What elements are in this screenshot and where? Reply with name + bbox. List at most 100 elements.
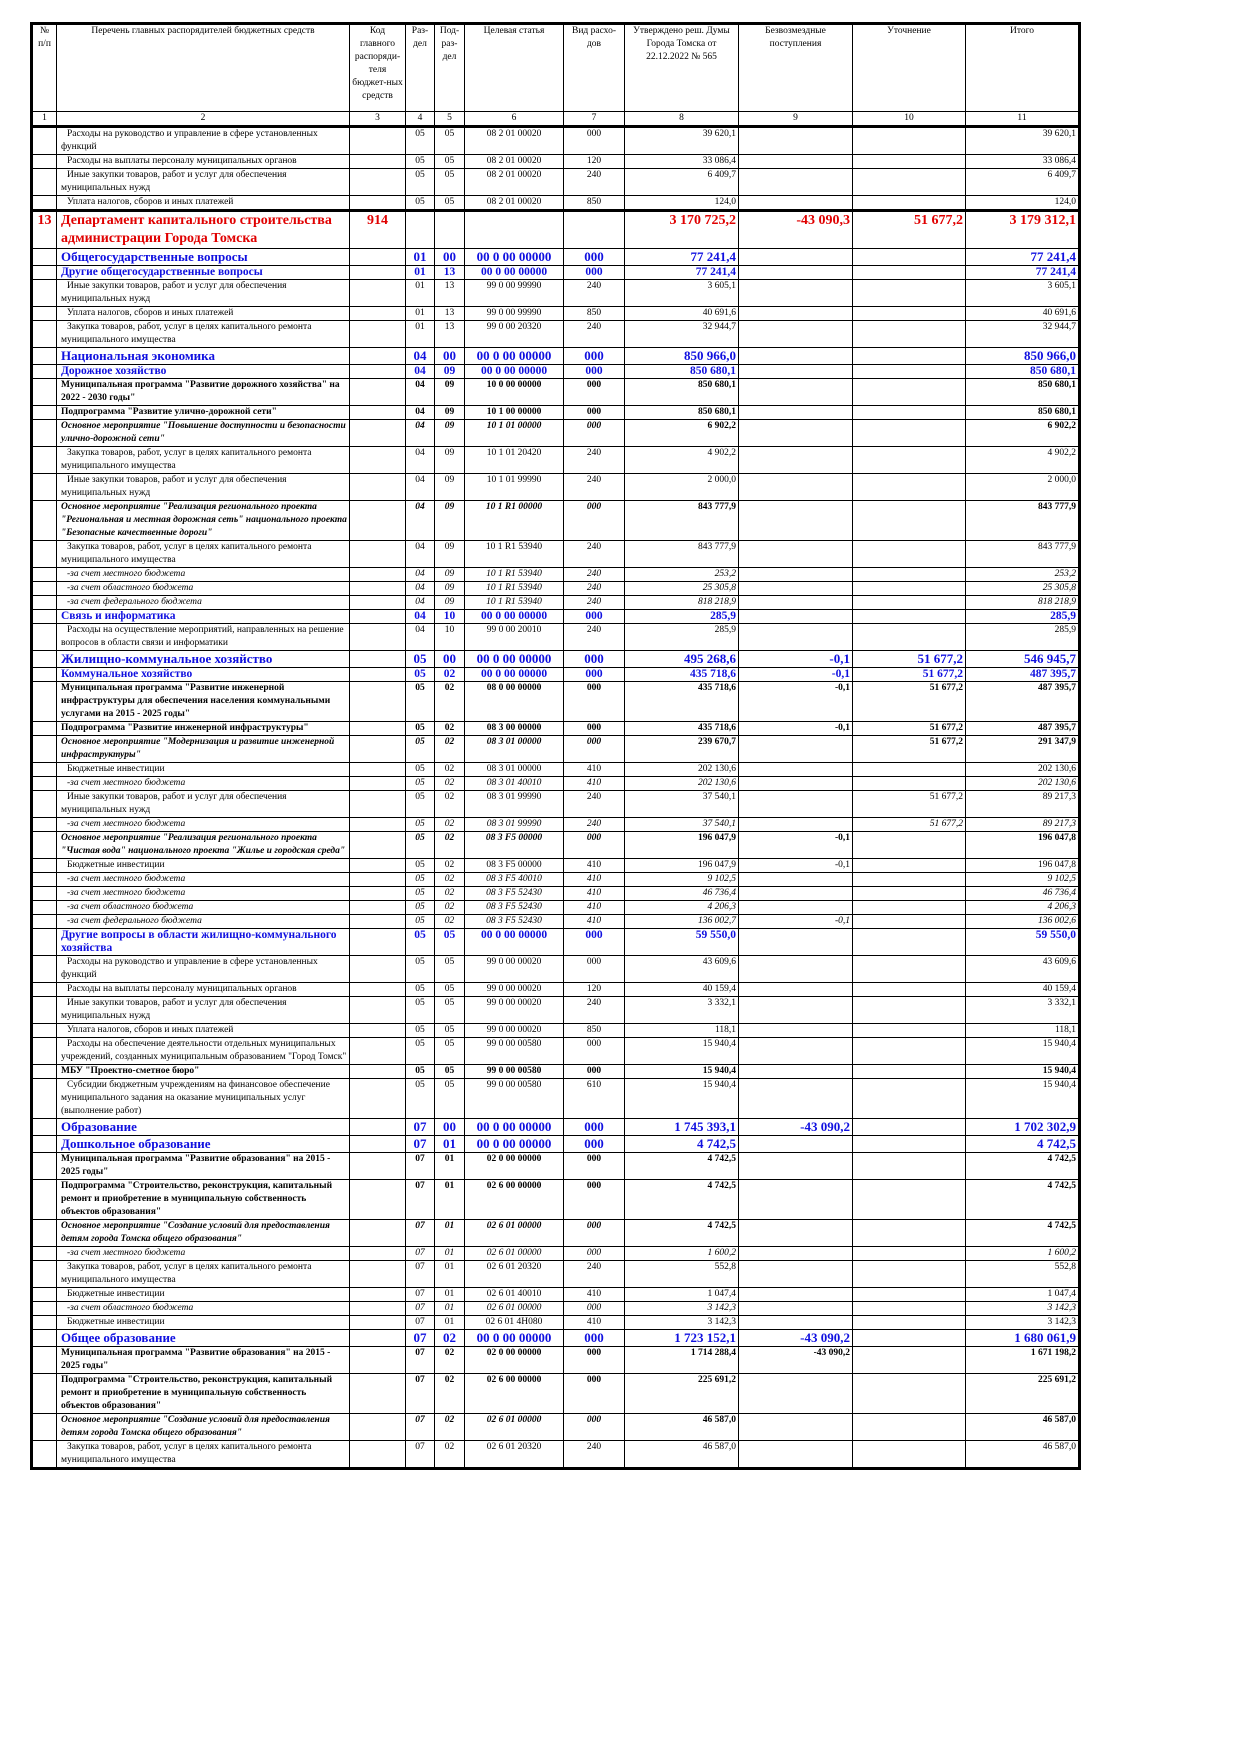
cell-subsection: 09 (434, 446, 465, 474)
cell-gr-code (349, 762, 406, 777)
cell-approved: 15 940,4 (624, 1064, 739, 1079)
cell-subsection: 00 (434, 248, 465, 266)
cell-expense-type: 000 (563, 248, 625, 266)
cell-name: Субсидии бюджетным учреждениям на финанс… (56, 1078, 350, 1119)
cell-total: 850 680,1 (965, 378, 1080, 406)
cell-section: 01 (405, 279, 435, 307)
cell-target-article: 08 3 F5 52430 (464, 886, 564, 901)
cell-section: 05 (405, 735, 435, 763)
cell-total: 291 347,9 (965, 735, 1080, 763)
cell-row-number (31, 996, 57, 1024)
cell-adjustment (852, 419, 966, 447)
cell-gr-code (349, 650, 406, 668)
cell-section: 04 (405, 364, 435, 379)
cell-gratuitous-receipts (738, 1037, 853, 1065)
cell-total: 46 587,0 (965, 1440, 1080, 1469)
cell-total: 43 609,6 (965, 955, 1080, 983)
cell-gr-code (349, 1246, 406, 1261)
cell-gr-code (349, 405, 406, 420)
cell-approved: 2 000,0 (624, 473, 739, 501)
cell-subsection: 09 (434, 364, 465, 379)
cell-target-article: 02 0 00 00000 (464, 1152, 564, 1180)
cell-gratuitous-receipts (738, 581, 853, 596)
cell-row-number (31, 364, 57, 379)
cell-gr-code (349, 1152, 406, 1180)
cell-target-article: 00 0 00 00000 (464, 667, 564, 682)
cell-gratuitous-receipts (738, 1135, 853, 1153)
cell-section: 05 (405, 1023, 435, 1038)
cell-expense-type: 000 (563, 1118, 625, 1136)
cell-section: 01 (405, 265, 435, 280)
cell-adjustment (852, 248, 966, 266)
cell-gr-code (349, 364, 406, 379)
cell-total: 4 742,5 (965, 1135, 1080, 1153)
cell-expense-type: 240 (563, 567, 625, 582)
cell-expense-type: 850 (563, 195, 625, 211)
cell-total: 196 047,8 (965, 858, 1080, 873)
cell-gr-code (349, 886, 406, 901)
cell-row-number (31, 500, 57, 541)
cell-adjustment: 51 677,2 (852, 735, 966, 763)
cell-gratuitous-receipts: -0,1 (738, 650, 853, 668)
cell-gr-code (349, 900, 406, 915)
table-row: Основное мероприятие "Создание условий д… (31, 1219, 1080, 1247)
cell-adjustment (852, 364, 966, 379)
cell-approved: 850 966,0 (624, 347, 739, 365)
cell-gratuitous-receipts (738, 1023, 853, 1038)
cell-approved: 1 600,2 (624, 1246, 739, 1261)
cell-expense-type: 000 (563, 1329, 625, 1347)
cell-gr-code (349, 154, 406, 169)
cell-subsection: 01 (434, 1135, 465, 1153)
cell-name: Закупка товаров, работ, услуг в целях ка… (56, 1440, 350, 1469)
cell-total: 3 142,3 (965, 1301, 1080, 1316)
cell-name: -за счет областного бюджета (56, 581, 350, 596)
cell-name: Департамент капитального строительства а… (56, 209, 350, 249)
cell-row-number (31, 1246, 57, 1261)
cell-adjustment (852, 776, 966, 791)
cell-row-number (31, 776, 57, 791)
cell-total: 1 671 198,2 (965, 1346, 1080, 1374)
cell-row-number (31, 446, 57, 474)
cell-adjustment: 51 677,2 (852, 721, 966, 736)
cell-gr-code (349, 1179, 406, 1220)
cell-adjustment (852, 982, 966, 997)
cell-subsection: 01 (434, 1152, 465, 1180)
cell-section: 07 (405, 1260, 435, 1288)
cell-adjustment (852, 1135, 966, 1153)
cell-section: 05 (405, 817, 435, 832)
table-row: Подпрограмма "Развитие улично-дорожной с… (31, 405, 1080, 420)
cell-gratuitous-receipts (738, 872, 853, 887)
cell-target-article (464, 209, 564, 249)
cell-section: 07 (405, 1440, 435, 1469)
cell-row-number (31, 1078, 57, 1119)
cell-section: 01 (405, 306, 435, 321)
cell-target-article: 10 1 R1 53940 (464, 567, 564, 582)
cell-target-article: 08 2 01 00020 (464, 126, 564, 155)
section-row: Дошкольное образование 07 01 00 0 00 00000 0… (31, 1135, 1080, 1153)
table-row: Расходы на осуществление мероприятий, на… (31, 623, 1080, 651)
cell-gr-code (349, 195, 406, 211)
cell-gr-code (349, 872, 406, 887)
cell-adjustment (852, 1219, 966, 1247)
cell-subsection: 05 (434, 1078, 465, 1119)
cell-total: 196 047,8 (965, 831, 1080, 859)
cell-subsection: 01 (434, 1179, 465, 1220)
cell-expense-type: 000 (563, 1413, 625, 1441)
cell-gr-code (349, 735, 406, 763)
cell-approved: 40 691,6 (624, 306, 739, 321)
section-row: Национальная экономика 04 00 00 0 00 00000 0… (31, 347, 1080, 365)
cell-name: Бюджетные инвестиции (56, 762, 350, 777)
cell-gratuitous-receipts (738, 735, 853, 763)
cell-total: 4 742,5 (965, 1152, 1080, 1180)
cell-row-number (31, 1373, 57, 1414)
cell-name: -за счет областного бюджета (56, 1301, 350, 1316)
cell-total: 818 218,9 (965, 595, 1080, 610)
cell-subsection: 02 (434, 1373, 465, 1414)
cell-approved: 40 159,4 (624, 982, 739, 997)
cell-row-number (31, 419, 57, 447)
cell-gr-code (349, 1373, 406, 1414)
table-row: -за счет областного бюджета 05 02 08 3 F5 5… (31, 900, 1080, 915)
cell-section: 07 (405, 1373, 435, 1414)
cell-row-number (31, 790, 57, 818)
cell-approved: 4 742,5 (624, 1135, 739, 1153)
